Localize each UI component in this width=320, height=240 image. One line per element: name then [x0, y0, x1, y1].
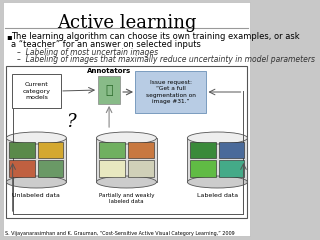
FancyBboxPatch shape — [6, 66, 247, 218]
Text: ▪: ▪ — [6, 32, 12, 41]
Ellipse shape — [96, 176, 156, 188]
Text: S. Vijayanarasimhan and K. Grauman, “Cost-Sensitive Active Visual Category Learn: S. Vijayanarasimhan and K. Grauman, “Cos… — [5, 231, 234, 236]
Text: Issue request:
“Get a full
segmentation on
image #31.”: Issue request: “Get a full segmentation … — [146, 80, 196, 104]
Ellipse shape — [187, 176, 247, 188]
Text: a “teacher” for an answer on selected inputs: a “teacher” for an answer on selected in… — [11, 40, 201, 49]
FancyBboxPatch shape — [6, 138, 66, 182]
Text: –  Labeling of most uncertain images: – Labeling of most uncertain images — [17, 48, 158, 57]
Text: Active learning: Active learning — [57, 14, 196, 32]
FancyBboxPatch shape — [96, 138, 156, 182]
Text: ?: ? — [66, 113, 76, 131]
FancyBboxPatch shape — [9, 142, 35, 158]
FancyBboxPatch shape — [38, 142, 63, 158]
Ellipse shape — [96, 132, 156, 144]
FancyBboxPatch shape — [219, 142, 244, 158]
FancyBboxPatch shape — [100, 142, 125, 158]
Text: Annotators: Annotators — [87, 68, 131, 74]
Text: –  Labeling of images that maximally reduce uncertainty in model parameters: – Labeling of images that maximally redu… — [17, 55, 316, 64]
FancyBboxPatch shape — [190, 160, 216, 177]
Ellipse shape — [187, 132, 247, 144]
FancyBboxPatch shape — [190, 142, 216, 158]
Text: Current
category
models: Current category models — [22, 82, 50, 100]
FancyBboxPatch shape — [12, 74, 61, 108]
FancyBboxPatch shape — [38, 160, 63, 177]
FancyBboxPatch shape — [128, 160, 154, 177]
FancyBboxPatch shape — [135, 71, 206, 113]
Ellipse shape — [6, 176, 66, 188]
Ellipse shape — [6, 132, 66, 144]
Text: The learning algorithm can choose its own training examples, or ask: The learning algorithm can choose its ow… — [11, 32, 300, 41]
Text: 🧑: 🧑 — [105, 84, 113, 96]
FancyBboxPatch shape — [128, 142, 154, 158]
FancyBboxPatch shape — [98, 76, 120, 104]
FancyBboxPatch shape — [100, 160, 125, 177]
FancyBboxPatch shape — [187, 138, 247, 182]
Text: Partially and weakly
labeled data: Partially and weakly labeled data — [99, 193, 154, 204]
Text: Unlabeled data: Unlabeled data — [12, 193, 60, 198]
FancyBboxPatch shape — [9, 160, 35, 177]
Text: Labeled data: Labeled data — [197, 193, 238, 198]
FancyBboxPatch shape — [3, 2, 250, 236]
FancyBboxPatch shape — [219, 160, 244, 177]
